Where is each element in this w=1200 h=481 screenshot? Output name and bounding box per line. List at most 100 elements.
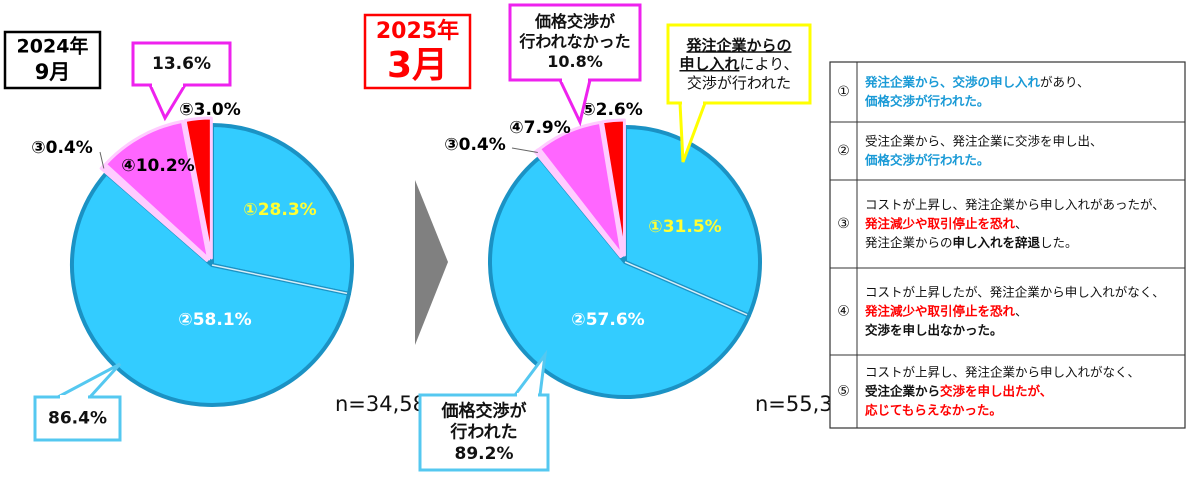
row-text: 交渉を申し出なかった。	[865, 322, 1003, 337]
pie-slice	[103, 119, 211, 261]
row-segment: 交渉を申し出たが、	[940, 383, 1052, 398]
row-segment: 受注企業から、発注企業に交渉を申し出、	[865, 133, 1103, 148]
row-segment: 発注減少や取引停止を恐れ	[864, 216, 1016, 231]
leader-line	[99, 151, 105, 169]
label-category: ①	[648, 217, 662, 237]
callout-segment: 発注企業からの	[685, 36, 791, 54]
data-label: ①28.3%	[243, 200, 316, 220]
chart-subtitle: 3月	[387, 45, 448, 86]
legend-table	[829, 61, 1186, 429]
row-segment: 発注企業から、交渉の申し入れ	[864, 74, 1041, 89]
row-text: 発注企業から、交渉の申し入れがあり、	[864, 74, 1090, 89]
callout-text: 10.8%	[547, 52, 603, 71]
pie-slice	[600, 118, 626, 257]
row-segment: コストが上昇したが、発注企業から申し入れがなく、	[865, 284, 1165, 299]
label-category: ②	[571, 310, 585, 330]
data-label: ③0.4%	[31, 138, 93, 158]
title-box	[3, 30, 102, 90]
data-label: ④7.9%	[509, 118, 571, 138]
row-marker: ①	[837, 84, 850, 100]
callout-text: 86.4%	[48, 409, 107, 429]
row-marker: ⑤	[837, 384, 850, 400]
pie-slice	[623, 125, 762, 318]
callout-tail	[512, 349, 548, 397]
label-category: ③	[31, 138, 45, 158]
label-category: ④	[121, 156, 135, 176]
chart-title: 2025年	[376, 18, 459, 44]
row-segment: 価格交渉が行われた。	[864, 93, 989, 108]
row-segment: した。	[1040, 235, 1078, 250]
row-segment: 発注減少や取引停止を恐れ	[864, 303, 1016, 318]
callout-text: 価格交渉が	[534, 12, 615, 31]
callout-text: 価格交渉が	[441, 400, 527, 421]
row-segment: 、	[1015, 216, 1028, 231]
chart-title: 2024年	[17, 35, 89, 58]
callout-segment: 交渉が行われた	[687, 73, 791, 91]
row-text: 発注企業からの申し入れを辞退した。	[865, 235, 1078, 250]
leader-line	[511, 147, 538, 153]
data-label: ①31.5%	[648, 217, 721, 237]
callout-text: 89.2%	[455, 444, 514, 464]
label-category: ⑤	[179, 100, 193, 120]
row-segment: があり、	[1040, 74, 1090, 89]
label-value: 2.6%	[596, 100, 643, 120]
row-marker: ②	[837, 143, 850, 159]
title-box	[363, 13, 472, 90]
data-label: ③0.4%	[444, 135, 506, 155]
pie-slice	[183, 116, 213, 260]
pie-slice	[70, 171, 352, 407]
callout-text: 行われなかった	[518, 32, 630, 51]
row-segment: コストが上昇し、発注企業から申し入れがなく、	[865, 364, 1140, 379]
label-category: ①	[243, 200, 257, 220]
callout-text: 発注企業からの	[685, 36, 791, 54]
callout-text: 行われた	[449, 422, 517, 443]
data-label: ②57.6%	[571, 310, 644, 330]
row-marker: ④	[837, 304, 850, 320]
label-category: ④	[509, 118, 523, 138]
label-value: 31.5%	[663, 217, 722, 237]
callout-text: 申し入れにより、	[679, 55, 798, 73]
row-segment: 交渉を申し出なかった。	[865, 322, 1003, 337]
row-text: コストが上昇し、発注企業から申し入れがあったが、	[865, 197, 1165, 212]
row-text: 発注減少や取引停止を恐れ、	[864, 303, 1028, 318]
callout-segment: により、	[739, 55, 798, 73]
label-value: 3.0%	[194, 100, 241, 120]
callout-segment: 申し入れ	[679, 55, 739, 73]
data-label: ⑤2.6%	[581, 100, 643, 120]
row-segment: 、	[1015, 303, 1028, 318]
row-text: 発注減少や取引停止を恐れ、	[864, 216, 1028, 231]
label-value: 57.6%	[586, 310, 645, 330]
data-label: ②58.1%	[178, 310, 251, 330]
label-value: 7.9%	[524, 118, 571, 138]
chart-subtitle: 9月	[35, 60, 71, 84]
callout-text: 交渉が行われた	[687, 73, 791, 91]
callout-box	[418, 393, 550, 472]
row-segment: 発注企業からの	[865, 235, 953, 250]
row-text: 価格交渉が行われた。	[864, 152, 989, 167]
row-marker: ③	[837, 216, 850, 232]
row-text: コストが上昇し、発注企業から申し入れがなく、	[865, 364, 1140, 379]
label-value: 28.3%	[258, 200, 317, 220]
slice-divider	[211, 264, 348, 295]
row-segment: 受注企業から	[865, 383, 940, 398]
pie-slice	[210, 123, 354, 296]
row-segment: 応じてもらえなかった。	[865, 402, 1002, 417]
label-value: 0.4%	[459, 135, 506, 155]
callout-box	[508, 3, 642, 82]
row-segment: 申し入れを辞退	[953, 235, 1041, 250]
callout-box	[666, 23, 812, 105]
row-text: コストが上昇したが、発注企業から申し入れがなく、	[865, 284, 1165, 299]
label-category: ②	[178, 310, 192, 330]
callout-tail	[57, 362, 122, 399]
row-text: 応じてもらえなかった。	[865, 402, 1002, 417]
row-segment: コストが上昇し、発注企業から申し入れがあったが、	[865, 197, 1165, 212]
pie-slice	[537, 120, 624, 258]
row-text: 価格交渉が行われた。	[864, 93, 989, 108]
row-segment: 価格交渉が行われた。	[864, 152, 989, 167]
arrow	[415, 180, 448, 345]
data-label: ④10.2%	[121, 156, 194, 176]
row-text: 受注企業から、発注企業に交渉を申し出、	[865, 133, 1103, 148]
row-text: 受注企業から交渉を申し出たが、	[865, 383, 1052, 398]
data-label: ⑤3.0%	[179, 100, 241, 120]
